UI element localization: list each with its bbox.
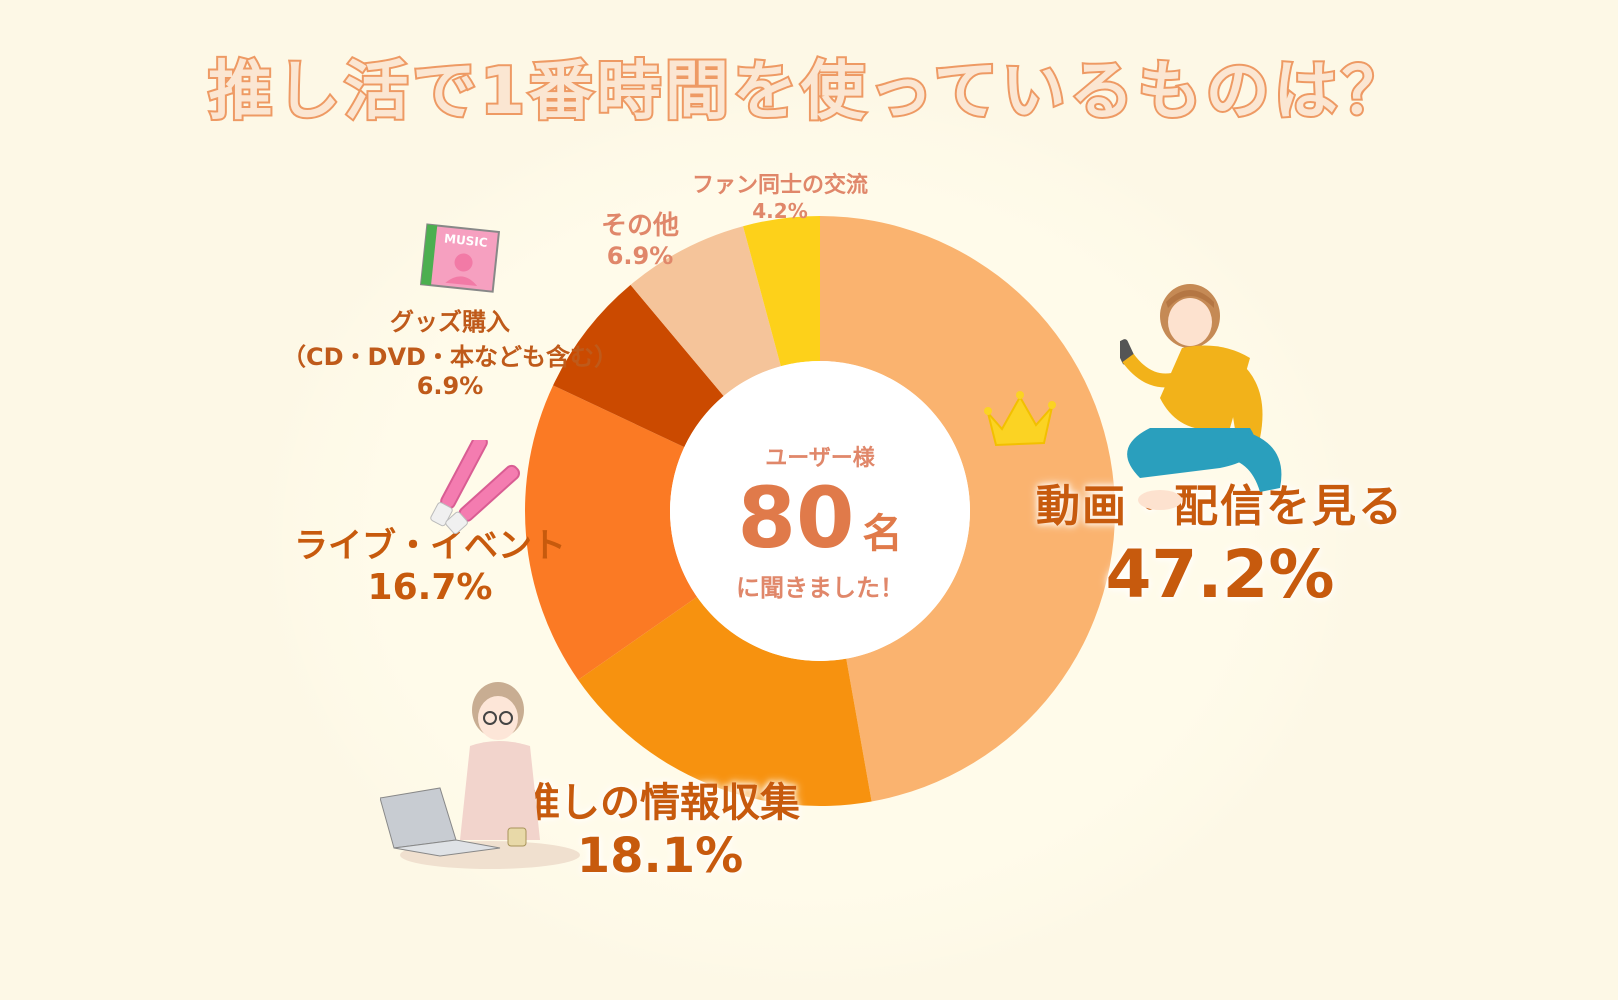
donut-slice-1 xyxy=(578,596,872,806)
donut-slice-3 xyxy=(553,284,724,448)
label-sonota-name: その他 xyxy=(600,211,679,241)
label-goods-sub: （CD・DVD・本なども含む） xyxy=(282,343,618,371)
penlight-icon xyxy=(430,440,520,535)
center-bottom-text: に聞きました！ xyxy=(736,574,904,603)
donut-slice-4 xyxy=(630,226,781,397)
label-sonota-pct: 6.9% xyxy=(606,242,674,270)
label-douga: 動画・配信を見る 47.2% xyxy=(1010,470,1430,613)
label-goods-pct: 6.9% xyxy=(416,372,484,400)
label-live-name: ライブ・イベント xyxy=(294,526,566,566)
woman-phone-icon xyxy=(1120,284,1282,510)
label-sonota: その他 6.9% xyxy=(560,205,720,270)
crown-icon xyxy=(984,391,1056,447)
cd-text: MUSIC xyxy=(443,231,488,250)
label-fan-name: ファン同士の交流 xyxy=(691,173,868,198)
label-joho: 推しの情報収集 18.1% xyxy=(470,770,850,884)
label-douga-name: 動画・配信を見る xyxy=(1036,481,1404,532)
label-goods: グッズ購入 （CD・DVD・本なども含む） 6.9% xyxy=(240,302,660,400)
label-douga-pct: 47.2% xyxy=(1105,536,1335,613)
label-goods-name: グッズ購入 xyxy=(390,308,510,336)
donut-slice-5 xyxy=(743,216,820,367)
label-joho-name: 推しの情報収集 xyxy=(520,780,800,826)
woman-laptop-icon xyxy=(380,682,580,869)
label-fan: ファン同士の交流 4.2% xyxy=(660,167,900,223)
label-joho-pct: 18.1% xyxy=(576,828,744,884)
donut-hole xyxy=(670,361,970,661)
center-unit: 名 xyxy=(862,511,903,557)
music-cd-icon: MUSIC xyxy=(419,223,500,293)
center-top-text: ユーザー様 xyxy=(765,446,875,471)
donut-slice-0 xyxy=(820,216,1115,802)
donut-slice-2 xyxy=(525,385,698,680)
center-number: 80 xyxy=(737,469,855,567)
chart-title: 推し活で1番時間を使っているものは？ xyxy=(206,53,1410,131)
center-label: ユーザー様 80 名 に聞きました！ xyxy=(700,440,940,603)
label-live-pct: 16.7% xyxy=(367,567,493,608)
label-live: ライブ・イベント 16.7% xyxy=(250,518,610,608)
label-fan-pct: 4.2% xyxy=(752,199,808,223)
